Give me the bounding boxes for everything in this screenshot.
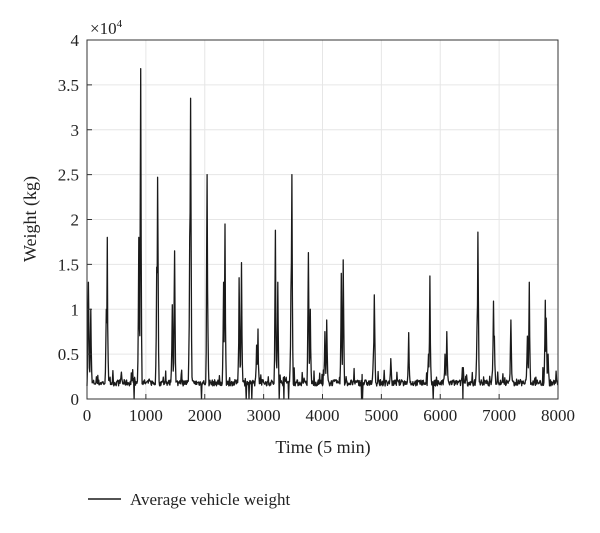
x-tick-label: 4000 (306, 406, 340, 425)
y-tick-label: 2.5 (58, 166, 79, 185)
legend: Average vehicle weight (88, 490, 290, 509)
x-tick-label: 3000 (247, 406, 281, 425)
y-tick-label: 0 (71, 390, 80, 409)
y-tick-label: 4 (71, 31, 80, 50)
x-tick-label: 1000 (129, 406, 163, 425)
series-layer (86, 68, 559, 400)
x-tick-label: 7000 (482, 406, 516, 425)
tick-labels: 0 1000 2000 3000 4000 5000 6000 7000 8000 0 0.5 1 1.… (58, 31, 575, 425)
x-tick-label: 0 (83, 406, 92, 425)
ticks (86, 39, 559, 400)
y-multiplier-label: ×104 (90, 18, 123, 38)
x-axis-label: Time (5 min) (275, 437, 370, 458)
x-tick-label: 2000 (188, 406, 222, 425)
y-tick-label: 2 (71, 211, 80, 230)
y-tick-label: 3.5 (58, 76, 79, 95)
y-axis-label: Weight (kg) (20, 176, 41, 262)
y-tick-label: 1.5 (58, 255, 79, 274)
y-tick-label: 1 (71, 300, 80, 319)
y-tick-label: 0.5 (58, 345, 79, 364)
y-tick-label: 3 (71, 121, 80, 140)
x-tick-label: 6000 (423, 406, 457, 425)
x-tick-label: 5000 (364, 406, 398, 425)
series-line-average-vehicle-weight (86, 68, 559, 400)
x-tick-label: 8000 (541, 406, 575, 425)
legend-label: Average vehicle weight (130, 490, 290, 509)
